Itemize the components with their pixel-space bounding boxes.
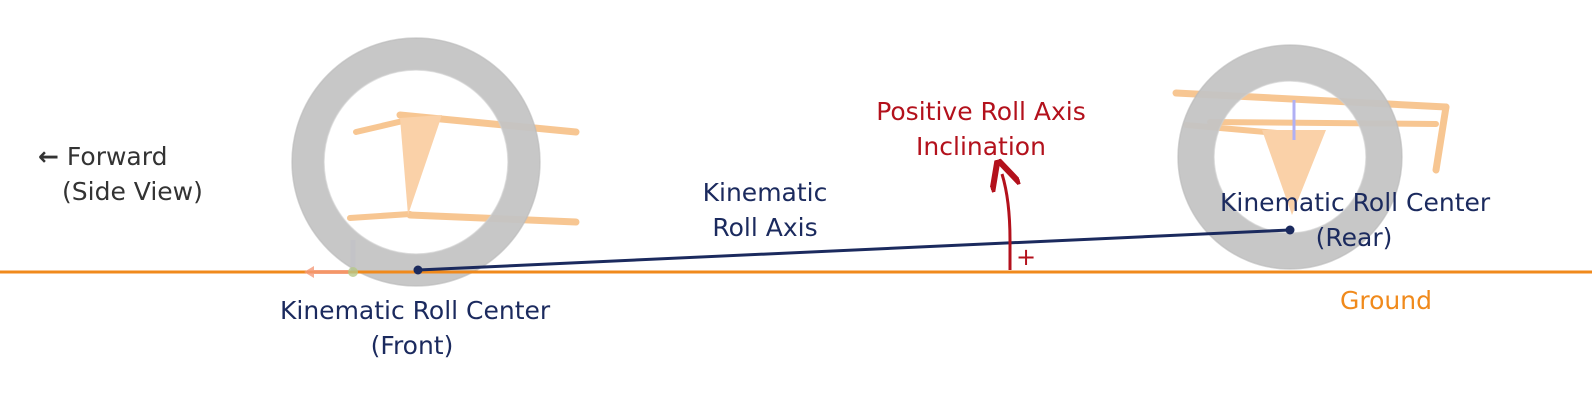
rear-roll-center-subtitle: (Rear) — [1315, 223, 1393, 252]
origin-indicator — [304, 266, 358, 278]
forward-text: Forward — [66, 142, 168, 171]
positive-sign: + — [1016, 243, 1037, 271]
front-roll-center-point — [413, 265, 423, 275]
roll-axis-line2: Roll Axis — [712, 213, 818, 242]
rear-tire — [1178, 45, 1402, 269]
kinematic-roll-axis-line — [417, 228, 1291, 272]
forward-label: ← Forward (Side View) — [38, 139, 203, 209]
inclination-label: Positive Roll Axis Inclination — [866, 94, 1096, 164]
rear-roll-center-point — [1285, 225, 1295, 235]
ground-label: Ground — [1340, 286, 1432, 315]
inclination-arrow — [1002, 174, 1010, 270]
roll-axis-label: Kinematic Roll Axis — [690, 175, 840, 245]
front-roll-center-subtitle: (Front) — [370, 331, 454, 360]
front-roll-center-label: Kinematic Roll Center (Front) — [280, 293, 551, 363]
rear-roll-center-label: Kinematic Roll Center (Rear) — [1220, 185, 1491, 255]
roll-axis-line1: Kinematic — [702, 178, 828, 207]
front-roll-center-title: Kinematic Roll Center — [280, 296, 551, 325]
rear-roll-center-title: Kinematic Roll Center — [1220, 188, 1491, 217]
side-view-text: (Side View) — [62, 177, 203, 206]
left-arrow-icon: ← — [38, 142, 59, 171]
inclination-line2: Inclination — [916, 132, 1046, 161]
inclination-line1: Positive Roll Axis — [876, 97, 1086, 126]
